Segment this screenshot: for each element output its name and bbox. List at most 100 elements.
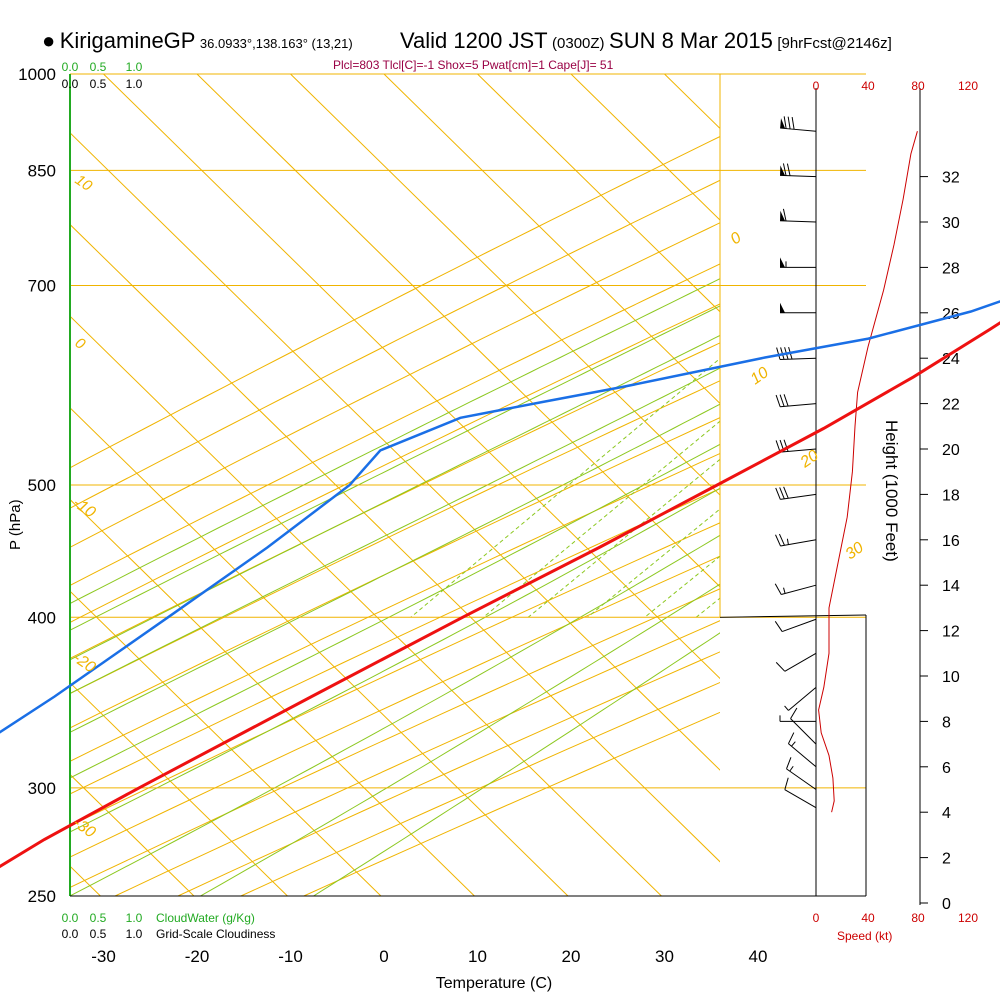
cloudiness-tick-top: 0.5 [90,77,107,91]
temperature-tick-label: -20 [185,947,210,966]
cloudiness-tick-bottom: 1.0 [126,927,143,941]
wind-barb-full [782,208,787,222]
pressure-tick-label: 1000 [18,65,56,84]
wind-barb-stem [781,584,817,596]
height-tick-label: 32 [942,170,960,187]
wind-barb [784,686,817,711]
wind-barb-full [786,163,791,176]
temperature-line [0,321,1000,869]
wind-barb-full [791,116,795,130]
cloudiness-scale-label: Grid-Scale Cloudiness [156,927,275,941]
isotherm-line [570,74,720,221]
height-tick-label: 28 [942,260,960,277]
wind-barb-flag [780,165,786,176]
wind-barb-stem [780,127,817,132]
isotherm-line [945,74,1000,896]
wind-barb-full [786,757,792,770]
wind-barb [775,486,817,500]
axis-labels: -30-20-100102030100250300400500700850100… [7,60,867,992]
valid-local: Valid 1200 JST [400,28,548,53]
temperature-tick-label: 20 [562,947,581,966]
dry-adiabat-line [177,651,720,896]
height-tick-label: 4 [942,805,951,822]
wind-barb-flag [780,302,785,313]
wind-barb-full [775,394,781,407]
height-tick-label: 16 [942,533,960,550]
cloudwater-tick-bottom: 0.5 [90,911,107,925]
temperature-tick-label: 0 [379,947,388,966]
isotherm-label: 30 [843,539,867,563]
wind-barb-full [784,777,789,790]
temperature-tick-label: 40 [749,947,768,966]
valid-zulu: (0300Z) [552,35,605,52]
moist-adiabat-line [70,305,720,631]
y-axis-title: P (hPa) [7,499,24,550]
pressure-tick-label: 250 [28,887,56,906]
wind-barb-stem [784,789,817,809]
station-name: KirigamineGP [59,28,196,53]
isotherm-label: -20 [70,649,99,676]
dry-adiabat-line [70,555,720,858]
wind-barb [775,394,817,408]
wind-barb [775,652,817,672]
pressure-tick-label: 500 [28,476,56,495]
wind-barb-stem [782,618,817,633]
wind-barb [790,707,817,745]
height-tick-label: 12 [942,624,960,641]
speed-tick-bottom: 80 [911,911,925,925]
dry-adiabat-line [70,452,720,762]
temperature-tick-label: 30 [655,947,674,966]
station-marker-icon: ● [42,28,56,53]
height-tick-label: 18 [942,487,960,504]
pressure-tick-label: 300 [28,779,56,798]
wind-barb-stem [780,403,817,408]
wind-barb-half [784,705,789,711]
dry-adiabat-line [70,263,720,586]
isobar-lines [70,73,866,897]
wind-barb-stem [780,539,817,547]
wind-barb-full [783,394,789,407]
wind-barb-stem [780,357,817,360]
wind-barb-stem [788,743,817,768]
dry-adiabat-line [70,588,720,889]
height-tick-label: 10 [942,669,960,686]
wind-barb [786,757,817,790]
pressure-tick-label: 700 [28,276,56,295]
dry-adiabat-line [70,135,720,469]
wind-barb-flag [780,257,785,268]
moist-adiabat-line [70,278,720,605]
cloudwater-tick-bottom: 1.0 [126,911,143,925]
isotherm-label: 0 [728,229,745,248]
wind-barb-full [787,732,795,744]
wind-barb-full [775,662,786,672]
wind-barb-full [775,440,781,453]
moist-adiabat-line [70,334,720,661]
wind-barb-full [787,116,791,130]
isotherm-line [70,682,288,896]
wind-barb-full [779,394,785,407]
wind-barb-full [774,621,783,632]
wind-barb-stem [786,768,817,790]
height-tick-label: 2 [942,851,951,868]
temperature-tick-label: 10 [468,947,487,966]
height-tick-label: 20 [942,442,960,459]
height-tick-label: 8 [942,714,951,731]
wind-barb-stem [788,686,817,711]
moist-adiabat-line [70,403,720,733]
wind-barb-half [786,538,789,545]
temperature-tick-label: -30 [91,947,116,966]
mixing-ratio-line [527,458,720,618]
stability-indices: Plcl=803 Tlcl[C]=-1 Shox=5 Pwat[cm]=1 Ca… [333,58,614,72]
moist-adiabat-line [70,487,720,833]
wind-barb-flag [780,118,786,129]
isotherm-label: 10 [72,171,96,195]
wind-barb-stem [784,652,817,672]
mixing-ratio-line [410,357,720,618]
cloudwater-tick-top: 0.5 [90,60,107,74]
wind-barb [780,116,817,132]
speed-axis-title: Speed (kt) [837,929,892,943]
wind-barb [780,208,817,223]
wind-barb-stem [790,718,817,745]
wind-barb-stem [780,493,817,500]
